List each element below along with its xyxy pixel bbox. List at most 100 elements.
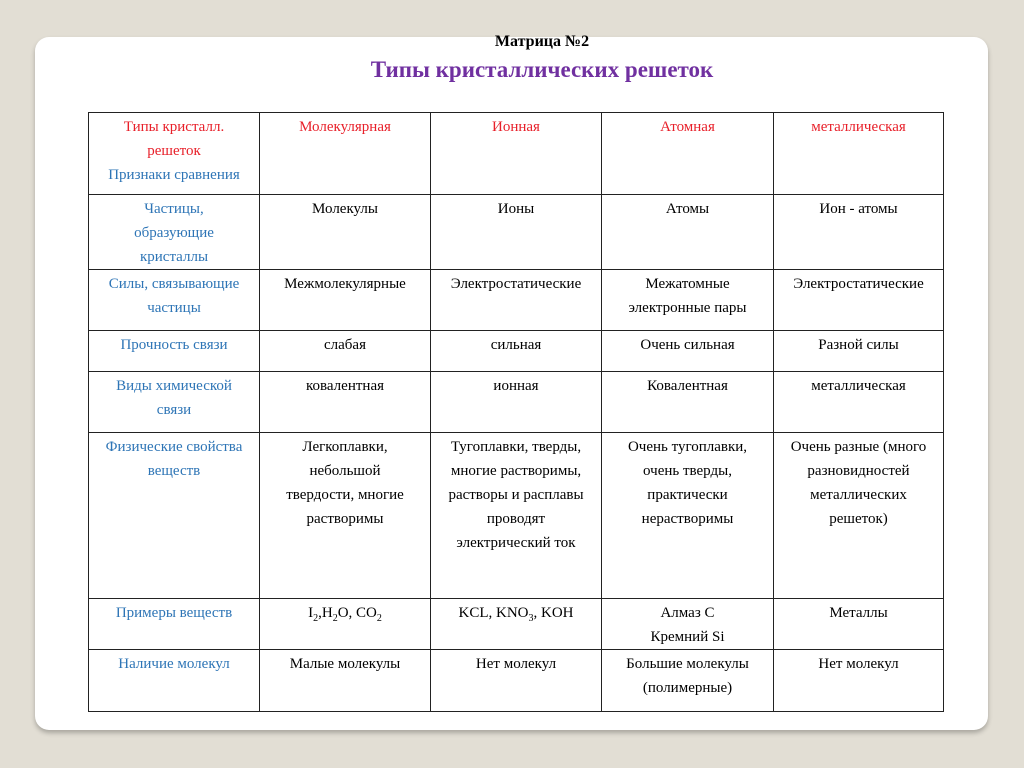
cell-line: проводят xyxy=(486,511,546,527)
table-cell: Нет молекул xyxy=(430,649,602,712)
cell-line: Наличие молекул xyxy=(118,656,230,672)
row-label: Частицы, образующие кристаллы xyxy=(88,194,260,270)
cell-line: Легкоплавки, xyxy=(302,439,388,455)
cell-line: Межмолекулярные xyxy=(284,276,406,292)
cell-line: Примеры веществ xyxy=(115,605,233,621)
cell-line: Нет молекул xyxy=(475,656,557,672)
table-cell: ионная xyxy=(430,371,602,433)
cell-line: электрический ток xyxy=(456,535,576,551)
table-cell: Ионы xyxy=(430,194,602,270)
row-label: Наличие молекул xyxy=(88,649,260,712)
cell-line: Электростатические xyxy=(450,276,582,292)
cell-line: слабая xyxy=(324,337,366,353)
table-cell: Электростатические xyxy=(773,269,944,331)
table-cell: Металлы xyxy=(773,598,944,650)
table-cell: Алмаз С Кремний Si xyxy=(601,598,774,650)
cell-line: электронные пары xyxy=(628,300,747,316)
subscript: 3 xyxy=(528,613,534,624)
cell-line: растворимы xyxy=(306,511,384,527)
corner-header-cell: Типы кристалл. решеток Признаки сравнения xyxy=(88,112,260,195)
cell-line: кристаллы xyxy=(139,249,209,265)
table-cell: Электростатические xyxy=(430,269,602,331)
cell-line: Физические свойства xyxy=(105,439,243,455)
table-cell: ковалентная xyxy=(259,371,431,433)
table-cell: Межмолекулярные xyxy=(259,269,431,331)
cell-line: Тугоплавки, тверды, xyxy=(450,439,582,455)
cell-line: практически xyxy=(647,487,728,503)
column-header: металлическая xyxy=(773,112,944,195)
cell-line: очень тверды, xyxy=(643,463,732,479)
table-row: Примеры веществ I2,H2O, CO2 KCL, KNO3, KOH… xyxy=(88,598,944,650)
text-segment: I xyxy=(308,605,314,621)
table-cell: Тугоплавки, тверды, многие растворимы, рас… xyxy=(430,432,602,599)
cell-line: разновидностей xyxy=(807,463,910,479)
text-segment: ,H xyxy=(318,605,333,621)
cell-line: образующие xyxy=(134,225,214,241)
subscript: 2 xyxy=(313,613,319,624)
row-label: Прочность связи xyxy=(88,330,260,372)
cell-line: Очень тугоплавки, xyxy=(627,439,748,455)
table-cell: Очень сильная xyxy=(601,330,774,372)
cell-line: твердости, многие xyxy=(286,487,404,503)
table-cell: сильная xyxy=(430,330,602,372)
cell-line: Виды химической xyxy=(116,378,232,394)
cell-line: Разной силы xyxy=(818,337,899,353)
cell-line: (полимерные) xyxy=(642,680,733,696)
table-cell: слабая xyxy=(259,330,431,372)
row-label: Примеры веществ xyxy=(88,598,260,650)
table-cell: Малые молекулы xyxy=(259,649,431,712)
table-row: Наличие молекул Малые молекулы Нет молекул… xyxy=(88,649,944,712)
cell-line: связи xyxy=(156,402,192,418)
cell-line: Электростатические xyxy=(793,276,924,292)
table-row: Физические свойства веществ Легкоплавки, не… xyxy=(88,432,944,599)
crystal-lattice-table: Типы кристалл. решеток Признаки сравнения М… xyxy=(88,112,944,712)
table-cell: Ион - атомы xyxy=(773,194,944,270)
row-label: Физические свойства веществ xyxy=(88,432,260,599)
cell-line: Межатомные xyxy=(645,276,730,292)
cell-line: Большие молекулы xyxy=(626,656,749,672)
cell-line: ковалентная xyxy=(305,378,384,394)
table-row: Прочность связи слабая сильная Очень сильна… xyxy=(88,330,944,372)
cell-line: Очень разные (много xyxy=(790,439,927,455)
text-segment: , KOH xyxy=(533,605,574,621)
cell-line: ионная xyxy=(493,378,539,394)
cell-line: металлическая xyxy=(811,378,906,394)
slide-title: Матрица №2 xyxy=(494,33,590,50)
cell-line: решеток) xyxy=(829,511,888,527)
column-header: Молекулярная xyxy=(259,112,431,195)
cell-line: металлических xyxy=(810,487,907,503)
cell-line: решеток xyxy=(147,143,201,159)
table-cell: Межатомные электронные пары xyxy=(601,269,774,331)
column-header: Атомная xyxy=(601,112,774,195)
cell-line: сильная xyxy=(490,337,542,353)
table-row: Виды химической связи ковалентная ионная Ков… xyxy=(88,371,944,433)
cell-line: Металлы xyxy=(829,605,888,621)
text-segment: O, CO xyxy=(337,605,377,621)
cell-line: Типы кристалл. xyxy=(123,119,225,135)
cell-line: веществ xyxy=(147,463,201,479)
column-header: Ионная xyxy=(430,112,602,195)
subscript: 2 xyxy=(332,613,338,624)
cell-line: Ковалентная xyxy=(647,378,728,394)
table-cell: Очень тугоплавки, очень тверды, практическ… xyxy=(601,432,774,599)
slide-subtitle: Типы кристаллических решеток xyxy=(370,57,714,82)
table-cell: I2,H2O, CO2 xyxy=(259,598,431,650)
table-cell: Большие молекулы (полимерные) xyxy=(601,649,774,712)
cell-line: Признаки сравнения xyxy=(108,167,240,183)
table-cell: Атомы xyxy=(601,194,774,270)
table-cell: Очень разные (много разновидностей металли… xyxy=(773,432,944,599)
cell-line: растворы и расплавы xyxy=(448,487,584,503)
table-row: Частицы, образующие кристаллы Молекулы Ионы А… xyxy=(88,194,944,270)
cell-line: нерастворимы xyxy=(641,511,734,527)
cell-line: Ионы xyxy=(497,201,535,217)
table-cell: Нет молекул xyxy=(773,649,944,712)
cell-line: частицы xyxy=(147,300,201,316)
cell-line: I2,H2O, CO2 xyxy=(264,601,426,625)
header-row: Типы кристалл. решеток Признаки сравнения М… xyxy=(88,112,944,195)
cell-line: Частицы, xyxy=(144,201,204,217)
row-label: Виды химической связи xyxy=(88,371,260,433)
cell-line: Кремний Si xyxy=(650,629,725,645)
table-cell: металлическая xyxy=(773,371,944,433)
cell-line: Нет молекул xyxy=(818,656,899,672)
cell-line: Прочность связи xyxy=(120,337,228,353)
